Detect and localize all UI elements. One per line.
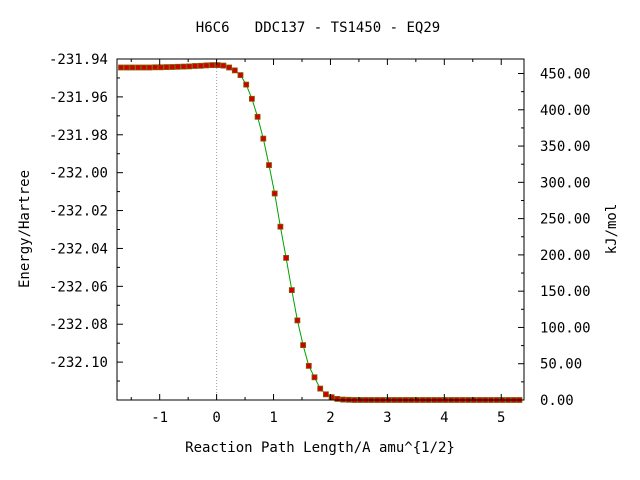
x-tick-label: 0	[212, 410, 220, 426]
data-point	[157, 64, 164, 71]
y-axis-label: Energy/Hartree	[17, 170, 33, 288]
y2-tick-label: 250.00	[540, 212, 591, 228]
data-point	[277, 223, 284, 230]
y2-tick-label: 200.00	[540, 248, 591, 264]
data-point	[254, 113, 261, 120]
data-point	[311, 374, 318, 381]
data-point	[288, 287, 295, 294]
chart-title: H6C6 DDC137 - TS1450 - EQ29	[196, 20, 440, 36]
y2-tick-label: 450.00	[540, 67, 591, 83]
data-point	[305, 362, 312, 369]
data-point	[129, 64, 136, 71]
plot-frame	[116, 58, 525, 401]
data-point	[180, 63, 187, 70]
data-point	[186, 63, 193, 70]
y2-axis-label: kJ/mol	[604, 204, 620, 255]
data-point	[220, 62, 227, 69]
y2-tick-label: 0.00	[540, 393, 574, 409]
data-point	[294, 317, 301, 324]
y2-tick-label: 300.00	[540, 175, 591, 191]
data-point	[163, 64, 170, 70]
data-point	[209, 62, 216, 68]
y-tick-label: -231.98	[49, 128, 108, 144]
data-point	[192, 63, 198, 69]
x-tick-label: 2	[326, 410, 334, 426]
data-point	[226, 64, 233, 71]
data-point	[237, 72, 244, 78]
x-tick-label: 5	[497, 410, 505, 426]
y2-tick-label: 350.00	[540, 139, 591, 155]
y-tick-label: -231.96	[49, 90, 108, 106]
data-point	[334, 395, 341, 402]
data-point	[317, 385, 324, 392]
data-point	[300, 342, 307, 349]
data-point	[214, 62, 221, 68]
data-point	[146, 64, 153, 71]
data-point	[118, 64, 124, 71]
data-point	[152, 64, 159, 71]
data-point	[174, 63, 181, 70]
x-axis-label: Reaction Path Length/A amu^{1/2}	[185, 440, 455, 456]
data-point	[260, 135, 267, 142]
y-tick-label: -232.06	[49, 279, 108, 295]
data-point	[197, 62, 204, 69]
data-point	[203, 62, 210, 69]
x-tick-label: 1	[269, 410, 277, 426]
y-tick-label: -231.94	[49, 52, 108, 68]
data-point	[283, 254, 290, 261]
data-point	[231, 67, 238, 74]
y-tick-label: -232.10	[49, 355, 108, 371]
y2-tick-label: 50.00	[540, 357, 582, 373]
x-tick-label: 4	[440, 410, 448, 426]
data-point	[123, 64, 130, 71]
data-point	[135, 64, 142, 71]
data-point	[328, 394, 335, 401]
data-point	[140, 64, 147, 71]
y-tick-label: -232.00	[49, 166, 108, 182]
data-point	[248, 95, 255, 102]
y2-tick-label: 150.00	[540, 284, 591, 300]
data-point	[169, 64, 176, 70]
y2-tick-label: 400.00	[540, 103, 591, 119]
energy-curve-line	[121, 64, 520, 401]
data-point	[271, 190, 278, 197]
data-point	[322, 391, 329, 398]
y-tick-label: -232.04	[49, 241, 108, 257]
data-point	[243, 81, 250, 88]
y2-tick-label: 100.00	[540, 320, 591, 336]
y-tick-label: -232.08	[49, 317, 108, 333]
y-tick-label: -232.02	[49, 204, 108, 220]
x-tick-label: -1	[151, 410, 168, 426]
data-point	[266, 162, 272, 169]
x-tick-label: 3	[383, 410, 391, 426]
